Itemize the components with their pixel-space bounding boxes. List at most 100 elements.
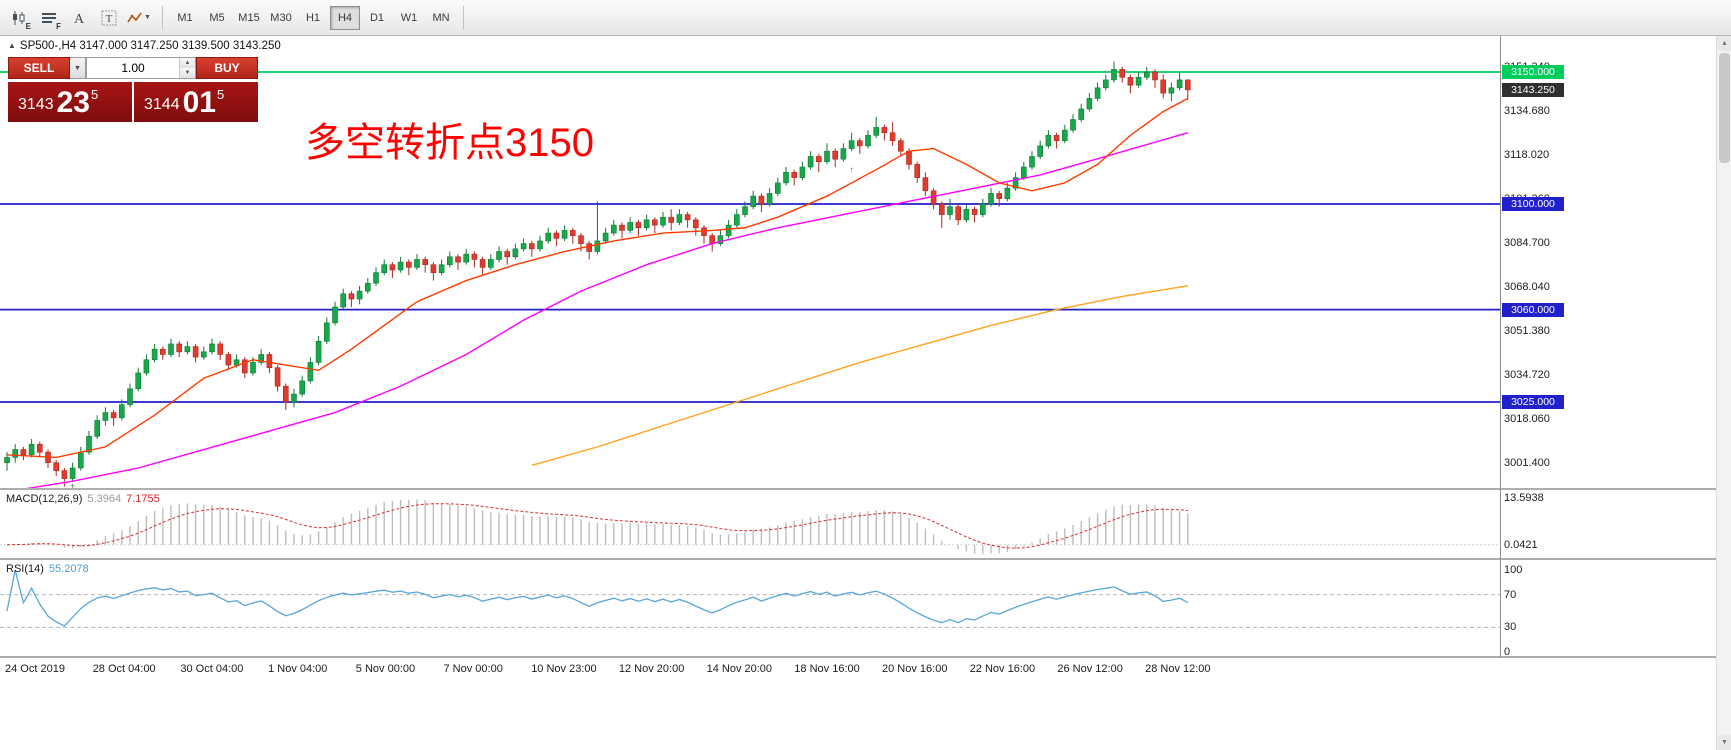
chevron-down-icon: ▼ xyxy=(144,14,151,21)
timeframe-button-M1[interactable]: M1 xyxy=(170,6,200,30)
panel-separator[interactable] xyxy=(0,558,1716,560)
ask-pips: 01 xyxy=(182,86,216,119)
volume-increase-button[interactable]: ▲ xyxy=(180,58,195,68)
time-axis-label: 5 Nov 00:00 xyxy=(355,663,416,675)
rsi-indicator-label: RSI(14) 55.2078 xyxy=(6,563,89,575)
rsi-line xyxy=(6,569,1189,627)
price-tick-label: 3084.700 xyxy=(1504,237,1550,250)
timeframe-toolbar: M1 M5 M15 M30 H1 H4 D1 W1 MN xyxy=(169,5,457,30)
macd-main-value: 5.3964 xyxy=(87,493,122,505)
price-tick-label: 3018.060 xyxy=(1504,413,1550,426)
timeframe-button-H1[interactable]: H1 xyxy=(298,6,328,30)
time-axis-label: 7 Nov 00:00 xyxy=(443,663,503,675)
mid-ma-line xyxy=(25,132,1188,488)
time-axis-label: 28 Nov 12:00 xyxy=(1145,663,1211,675)
toolbar-separator xyxy=(463,5,464,30)
rsi-title: RSI(14) xyxy=(6,563,44,575)
price-level-badge: 3025.000 xyxy=(1502,395,1564,409)
rsi-panel-canvas[interactable] xyxy=(0,560,1500,656)
sell-button[interactable]: SELL xyxy=(8,57,70,79)
bid-prefix: 3143 xyxy=(18,96,54,113)
rsi-axis-label: 30 xyxy=(1504,621,1517,634)
price-axis[interactable]: 3151.3403134.6803118.0203101.3603084.700… xyxy=(1501,36,1716,658)
bid-pips: 23 xyxy=(56,86,90,119)
timeframe-button-H4[interactable]: H4 xyxy=(330,5,360,30)
macd-axis-label: 0.0421 xyxy=(1504,538,1538,551)
timeframe-button-M5[interactable]: M5 xyxy=(202,6,232,30)
price-tick-label: 3134.680 xyxy=(1504,105,1550,118)
main-toolbar: E F A T ▼ M1 M5 M15 M30 H1 H4 D1 W1 MN xyxy=(0,0,1731,36)
panel-separator[interactable] xyxy=(0,488,1716,490)
macd-signal-value: 7.1755 xyxy=(126,493,160,505)
volume-field: ▲ ▼ xyxy=(86,57,196,79)
bid-price-display[interactable]: 3143 23 5 xyxy=(8,82,132,122)
ask-point: 5 xyxy=(216,87,225,102)
rsi-axis-label: 0 xyxy=(1504,646,1511,658)
chart-mark: + xyxy=(62,486,67,488)
vertical-scrollbar[interactable]: ▲ ▼ xyxy=(1716,36,1731,750)
time-axis-label: 18 Nov 16:00 xyxy=(794,663,860,675)
chart-mark: + xyxy=(70,481,75,488)
price-tick-label: 3118.020 xyxy=(1504,149,1550,162)
icon-letter-badge: E xyxy=(25,21,31,31)
macd-axis-label: 13.5938 xyxy=(1504,492,1544,504)
timeframe-button-W1[interactable]: W1 xyxy=(394,6,424,30)
macd-title: MACD(12,26,9) xyxy=(6,493,83,505)
timeframe-button-MN[interactable]: MN xyxy=(426,6,456,30)
candles-layer xyxy=(4,61,1191,487)
chart-area: ++↑ 3151.3403134.6803118.0203101.3603084… xyxy=(0,36,1731,750)
chevron-down-icon: ▼ xyxy=(74,64,81,72)
current-price-badge: 3143.250 xyxy=(1502,82,1564,97)
volume-preset-dropdown[interactable]: ▼ xyxy=(70,57,86,79)
time-axis-label: 1 Nov 04:00 xyxy=(268,663,328,675)
price-tick-label: 3001.400 xyxy=(1504,457,1550,470)
svg-text:A: A xyxy=(74,12,85,26)
price-chart-canvas[interactable]: ++ ↑ xyxy=(0,36,1500,488)
timeframe-button-M30[interactable]: M30 xyxy=(266,6,296,30)
scrollbar-up-arrow[interactable]: ▲ xyxy=(1717,36,1731,51)
time-axis-label: 20 Nov 16:00 xyxy=(882,663,948,675)
text-a-icon[interactable]: A xyxy=(66,5,92,31)
scrollbar-down-arrow[interactable]: ▼ xyxy=(1717,735,1731,750)
lines-list-icon[interactable]: F xyxy=(36,5,62,31)
rsi-axis-label: 100 xyxy=(1504,564,1523,576)
volume-input[interactable] xyxy=(87,58,179,78)
macd-panel-canvas[interactable] xyxy=(0,490,1500,558)
price-tick-label: 3068.040 xyxy=(1504,281,1550,294)
rsi-value: 55.2078 xyxy=(48,563,89,575)
macd-indicator-label: MACD(12,26,9) 5.3964 7.1755 xyxy=(6,493,160,505)
price-axis-separator xyxy=(1500,36,1501,658)
price-tick-label: 3034.720 xyxy=(1504,369,1550,382)
macd-histogram xyxy=(14,499,1189,555)
scrollbar-thumb[interactable] xyxy=(1719,53,1730,163)
textbox-t-icon[interactable]: T xyxy=(96,5,122,31)
price-level-badge: 3100.000 xyxy=(1502,197,1564,211)
price-tick-label: 3051.380 xyxy=(1504,325,1550,338)
drawing-tools-group: E F A T ▼ xyxy=(6,5,156,31)
price-level-badge: 3150.000 xyxy=(1502,65,1564,79)
ask-price-display[interactable]: 3144 01 5 xyxy=(134,82,258,122)
icon-letter-badge: F xyxy=(56,21,61,31)
slow-ma-line xyxy=(531,285,1188,467)
time-axis-label: 14 Nov 20:00 xyxy=(706,663,773,675)
time-axis-label: 28 Oct 04:00 xyxy=(92,663,156,675)
ask-prefix: 3144 xyxy=(144,96,180,113)
bid-point: 5 xyxy=(90,87,99,102)
panel-separator xyxy=(0,656,1716,658)
candles-chart-icon[interactable]: E xyxy=(6,5,32,31)
volume-decrease-button[interactable]: ▼ xyxy=(180,68,195,78)
time-axis[interactable]: 24 Oct 2019 28 Oct 04:00 30 Oct 04:00 1 Nov… xyxy=(0,660,1500,680)
indicator-dropdown-icon[interactable]: ▼ xyxy=(126,5,152,31)
price-level-badge: 3060.000 xyxy=(1502,302,1564,317)
time-axis-label: 22 Nov 16:00 xyxy=(969,663,1036,675)
macd-signal-line xyxy=(6,503,1188,549)
fast-ma-line xyxy=(6,97,1189,459)
timeframe-button-D1[interactable]: D1 xyxy=(362,6,392,30)
triangle-icon: ▲ xyxy=(8,41,16,50)
buy-button[interactable]: BUY xyxy=(196,57,258,79)
time-axis-label: 30 Oct 04:00 xyxy=(180,663,244,675)
timeframe-button-M15[interactable]: M15 xyxy=(234,6,264,30)
chart-annotation[interactable]: 多空转折点3150 xyxy=(305,121,594,165)
symbol-ohlc-text: SP500-,H4 3147.000 3147.250 3139.500 314… xyxy=(19,40,281,52)
